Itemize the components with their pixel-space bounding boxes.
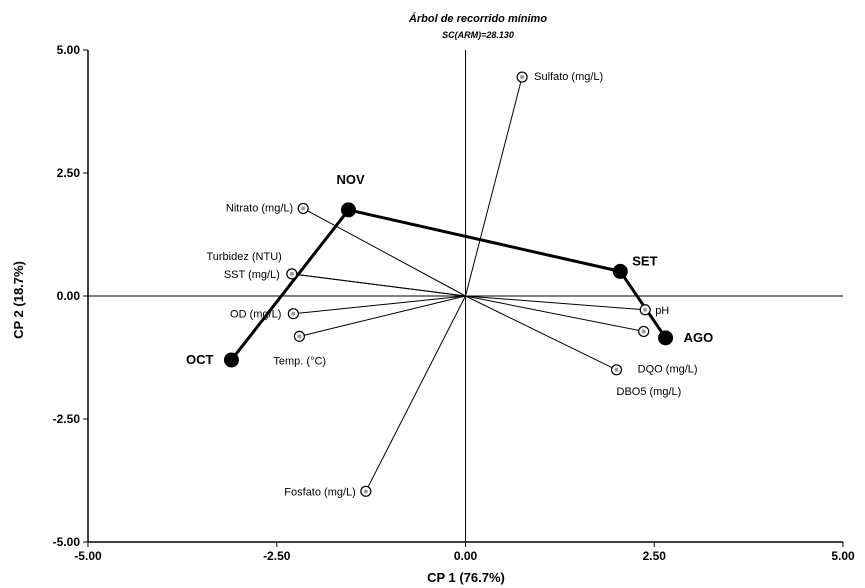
mst-edge bbox=[619, 270, 667, 339]
variable-label: Fosfato (mg/L) bbox=[284, 486, 356, 498]
x-tick-label: 2.50 bbox=[643, 549, 667, 563]
variable-vector bbox=[465, 295, 617, 371]
variable-point-core bbox=[301, 206, 306, 211]
variable-label: SST (mg/L) bbox=[224, 269, 280, 281]
x-tick-label: -2.50 bbox=[263, 549, 291, 563]
month-point bbox=[340, 202, 356, 218]
variable-vectors bbox=[291, 76, 646, 492]
x-tick-label: 5.00 bbox=[831, 549, 855, 563]
x-axis-label: CP 1 (76.7%) bbox=[427, 570, 505, 585]
variable-point-core bbox=[297, 334, 302, 339]
variable-vector bbox=[291, 273, 466, 297]
axes-layer: -5.00 -2.50 0.00 2.50 5.00 5.00 2.50 0.00 -2.50 -… bbox=[53, 43, 855, 563]
variable-vector bbox=[299, 295, 466, 337]
month-label: AGO bbox=[684, 330, 714, 345]
mst-edge bbox=[348, 208, 621, 273]
month-point bbox=[612, 263, 628, 279]
variable-label: Sulfato (mg/L) bbox=[534, 71, 603, 83]
variable-point-core bbox=[641, 329, 646, 334]
month-label: NOV bbox=[336, 172, 365, 187]
month-label: OCT bbox=[186, 352, 214, 367]
variable-label: Temp. (°C) bbox=[273, 355, 326, 367]
variable-vector bbox=[465, 295, 644, 332]
y-tick-label: -2.50 bbox=[53, 412, 81, 426]
variable-point-core bbox=[363, 489, 368, 494]
variable-point-core bbox=[614, 367, 619, 372]
variable-label: Nitrato (mg/L) bbox=[226, 202, 293, 214]
y-tick-label: -5.00 bbox=[53, 535, 81, 549]
x-tick-label: -5.00 bbox=[74, 549, 102, 563]
variable-label: pH bbox=[655, 305, 669, 317]
variable-vector bbox=[302, 207, 466, 297]
variable-label: Turbidez (NTU) bbox=[206, 251, 281, 263]
points-layer bbox=[223, 71, 674, 497]
variable-label: OD (mg/L) bbox=[230, 309, 281, 321]
variable-label: DQO (mg/L) bbox=[638, 363, 698, 375]
y-tick-label: 2.50 bbox=[57, 166, 81, 180]
y-axis-label: CP 2 (18.7%) bbox=[11, 261, 26, 339]
variable-vector bbox=[465, 76, 523, 297]
variable-point-core bbox=[291, 311, 296, 316]
month-point bbox=[223, 352, 239, 368]
month-label: SET bbox=[632, 253, 657, 268]
mst-edge bbox=[230, 208, 350, 361]
x-tick-label: 0.00 bbox=[454, 549, 478, 563]
minimum-spanning-tree bbox=[230, 208, 667, 361]
chart-title: Árbol de recorrido mínimo bbox=[408, 12, 547, 25]
variable-point-core bbox=[289, 271, 294, 276]
chart-subtitle: SC(ARM)=28.130 bbox=[442, 30, 514, 40]
labels-layer: Sulfato (mg/L) Nitrato (mg/L) Turbidez (NT… bbox=[186, 71, 713, 498]
variable-point-core bbox=[643, 307, 648, 312]
variable-vector bbox=[465, 295, 646, 311]
variable-vector bbox=[293, 295, 466, 315]
month-point bbox=[658, 330, 674, 346]
y-tick-label: 0.00 bbox=[57, 289, 81, 303]
y-tick-label: 5.00 bbox=[57, 43, 81, 57]
variable-vector bbox=[365, 295, 466, 492]
variable-label: DBO5 (mg/L) bbox=[617, 386, 682, 398]
variable-point-core bbox=[520, 75, 525, 80]
